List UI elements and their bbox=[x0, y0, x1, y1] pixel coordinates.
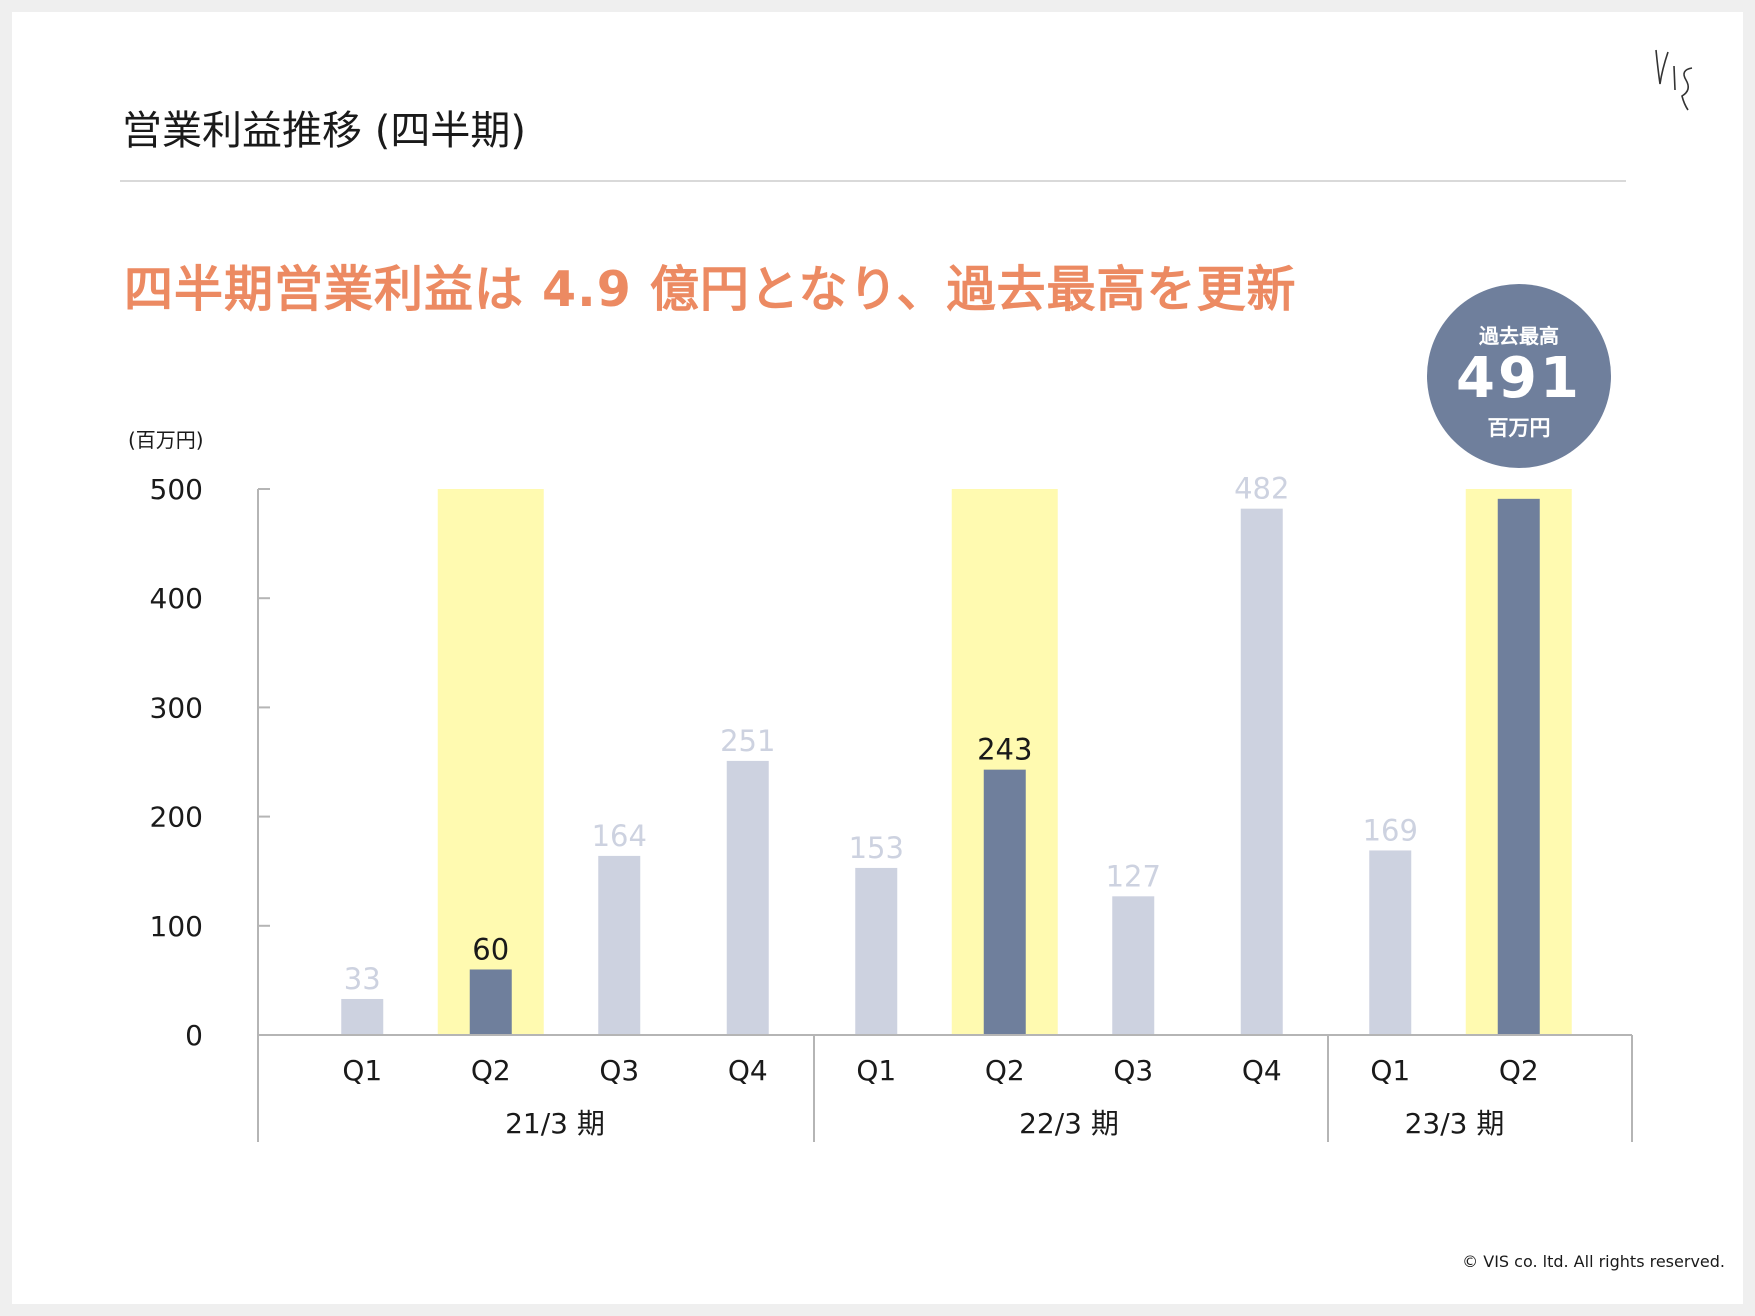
highlight-band bbox=[437, 489, 544, 1035]
data-label: 164 bbox=[592, 819, 647, 853]
bar bbox=[469, 969, 512, 1035]
x-tick-label: Q3 bbox=[1113, 1054, 1153, 1087]
bar bbox=[1112, 896, 1155, 1035]
data-label: 127 bbox=[1106, 859, 1161, 893]
x-tick-label: Q1 bbox=[342, 1054, 382, 1087]
x-tick-label: Q4 bbox=[728, 1054, 768, 1087]
badge-unit: 百万円 bbox=[1487, 416, 1551, 440]
x-tick-label: Q3 bbox=[599, 1054, 639, 1087]
bar bbox=[726, 760, 769, 1035]
y-tick-label: 400 bbox=[150, 582, 203, 615]
page-title: 営業利益推移 (四半期) bbox=[122, 108, 526, 154]
bar bbox=[1497, 498, 1540, 1035]
copyright-notice: © VIS co. ltd. All rights reserved. bbox=[1462, 1252, 1725, 1271]
data-label: 482 bbox=[1234, 472, 1289, 506]
slide bbox=[12, 12, 1743, 1304]
badge-label: 過去最高 bbox=[1479, 324, 1559, 348]
bar bbox=[598, 855, 641, 1035]
data-label: 60 bbox=[472, 932, 509, 966]
data-label: 153 bbox=[849, 831, 904, 865]
x-tick-label: Q2 bbox=[1499, 1054, 1539, 1087]
x-tick-label: Q2 bbox=[985, 1054, 1025, 1087]
bar bbox=[983, 769, 1026, 1035]
data-label: 169 bbox=[1363, 813, 1418, 847]
headline: 四半期営業利益は 4.9 億円となり、過去最高を更新 bbox=[124, 261, 1297, 318]
data-label: 33 bbox=[344, 962, 381, 996]
bar bbox=[1369, 850, 1412, 1035]
x-tick-label: Q1 bbox=[1370, 1054, 1410, 1087]
data-label: 243 bbox=[977, 733, 1032, 767]
y-axis-unit-label: (百万円) bbox=[128, 428, 204, 452]
y-tick-label: 300 bbox=[150, 691, 203, 724]
record-high-badge: 過去最高 491 百万円 bbox=[1427, 284, 1611, 468]
bar bbox=[855, 867, 898, 1035]
group-label: 22/3 期 bbox=[1019, 1107, 1119, 1140]
y-tick-label: 500 bbox=[150, 473, 203, 506]
y-tick-label: 200 bbox=[150, 801, 203, 834]
x-tick-label: Q1 bbox=[856, 1054, 896, 1087]
x-tick-label: Q2 bbox=[471, 1054, 511, 1087]
bar bbox=[1240, 508, 1283, 1035]
badge-value: 491 bbox=[1456, 346, 1582, 411]
data-label: 251 bbox=[720, 724, 775, 758]
group-label: 23/3 期 bbox=[1405, 1107, 1505, 1140]
y-tick-label: 0 bbox=[185, 1019, 203, 1052]
bar bbox=[341, 998, 384, 1035]
x-tick-label: Q4 bbox=[1242, 1054, 1282, 1087]
group-label: 21/3 期 bbox=[505, 1107, 605, 1140]
vis-logo bbox=[1655, 49, 1693, 111]
y-tick-label: 100 bbox=[150, 910, 203, 943]
title-divider bbox=[120, 180, 1626, 182]
